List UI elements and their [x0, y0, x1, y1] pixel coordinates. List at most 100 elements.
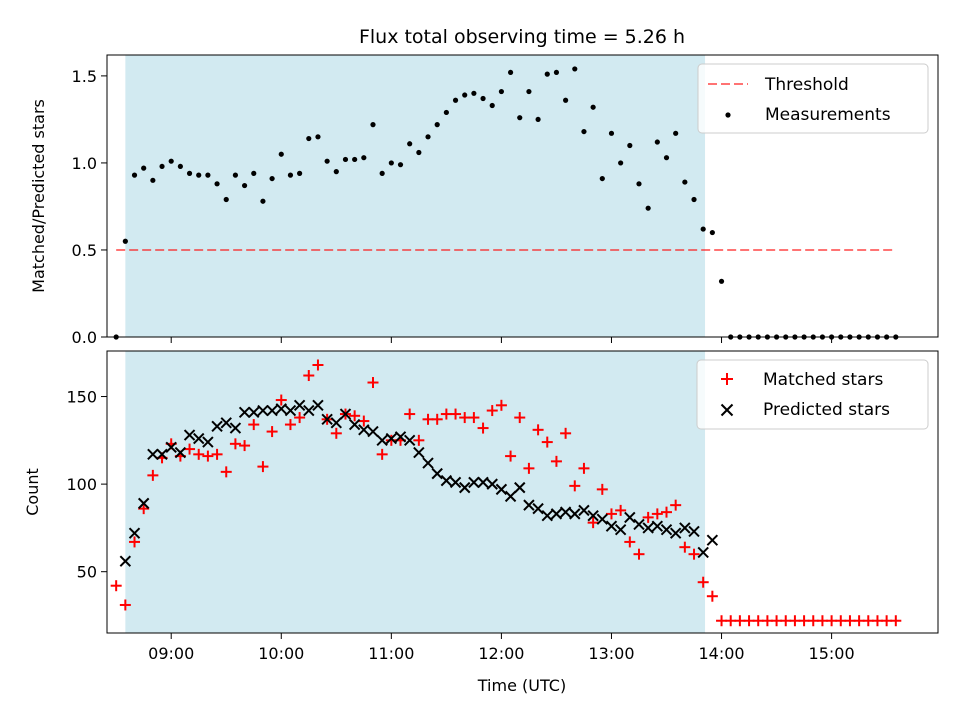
predicted-star-point [238, 406, 251, 419]
predicted-star-point [532, 502, 544, 515]
matched-star-point [605, 508, 617, 520]
predicted-star-point [459, 481, 471, 494]
measurement-point [636, 181, 642, 187]
y-tick-label: 1.0 [72, 154, 97, 173]
matched-star-point [376, 448, 388, 460]
predicted-star-point [266, 404, 278, 417]
measurement-point [645, 205, 651, 211]
measurement-point [260, 198, 266, 204]
top-x-ticks [170, 337, 833, 343]
measurement-point [361, 155, 367, 161]
measurement-point [489, 102, 495, 109]
predicted-star-point [504, 490, 517, 503]
predicted-star-point [449, 476, 462, 489]
legend-measurement-swatch [725, 112, 731, 118]
predicted-star-point [477, 476, 489, 489]
legend-matched-swatch [721, 373, 733, 385]
matched-star-point [431, 413, 443, 425]
measurement-point [122, 238, 128, 244]
predicted-star-point [284, 404, 297, 417]
y-tick-label: 0.0 [72, 328, 97, 347]
measurement-point [141, 165, 147, 171]
measurement-point [186, 170, 193, 176]
matched-star-point [679, 541, 691, 553]
matched-star-point [826, 615, 838, 627]
predicted-stars-points [119, 399, 719, 567]
legend-measurements-label: Measurements [765, 105, 891, 125]
predicted-star-point [422, 457, 434, 469]
matched-star-point [349, 410, 361, 422]
matched-star-point [844, 615, 856, 627]
legend-threshold-label: Threshold [764, 75, 849, 95]
predicted-star-point [440, 474, 453, 487]
top-y-ticks: 0.0 0.5 1.0 1.5 [72, 67, 107, 347]
predicted-star-point [642, 522, 654, 534]
predicted-star-point [605, 520, 618, 532]
measurement-point [333, 169, 339, 175]
matched-star-point [761, 615, 773, 627]
matched-star-point [266, 426, 278, 438]
predicted-star-point [541, 509, 553, 522]
measurement-point [682, 179, 688, 185]
measurement-point [205, 172, 211, 178]
measurement-point [150, 177, 156, 183]
predicted-star-point [468, 476, 480, 489]
matched-star-point [450, 408, 462, 420]
predicted-star-point [348, 418, 361, 431]
matched-star-point [716, 615, 728, 627]
measurement-point [388, 160, 394, 166]
matched-star-point [193, 448, 205, 460]
predicted-star-point [706, 534, 719, 546]
matched-star-point [706, 590, 718, 602]
predicted-star-point [431, 467, 443, 480]
x-tick-label: 13:00 [588, 644, 634, 663]
measurement-point [526, 88, 532, 95]
matched-star-point [752, 615, 764, 627]
measurement-point [287, 172, 294, 178]
matched-star-point [303, 370, 315, 382]
matched-star-point [670, 499, 682, 511]
measurement-point [131, 172, 138, 178]
x-tick-label: 12:00 [478, 644, 524, 663]
matched-star-point [780, 615, 792, 627]
predicted-star-point [358, 424, 370, 436]
predicted-star-point [596, 513, 609, 525]
matched-star-point [229, 438, 241, 450]
matched-star-point [789, 615, 801, 627]
matched-star-point [688, 548, 700, 560]
predicted-star-point [183, 429, 196, 441]
matched-star-point [110, 580, 122, 592]
matched-star-point [881, 615, 893, 627]
measurement-point [443, 109, 449, 116]
matched-star-point [642, 511, 654, 523]
measurement-point [416, 149, 422, 156]
predicted-star-point [257, 404, 269, 417]
predicted-star-point [248, 406, 260, 419]
top-legend: Threshold Measurements [697, 63, 929, 134]
predicted-star-point [367, 425, 379, 438]
measurement-point [627, 142, 633, 149]
top-y-axis-label: Matched/Predicted stars [29, 99, 48, 293]
matched-star-point [835, 615, 847, 627]
matched-star-point [202, 450, 214, 462]
measurement-point [379, 170, 385, 176]
predicted-star-point [614, 523, 627, 536]
predicted-star-point [514, 481, 526, 494]
measurement-point [462, 92, 468, 98]
matched-star-point [734, 615, 746, 627]
predicted-star-point [376, 434, 388, 447]
measurement-point [599, 175, 605, 182]
matched-star-point [248, 419, 260, 431]
matched-star-point [239, 440, 251, 452]
matched-star-point [367, 377, 379, 389]
measurement-point [618, 160, 624, 166]
measurement-point [535, 116, 541, 123]
matched-star-point [532, 424, 544, 436]
measurement-point [480, 95, 486, 102]
measurement-point [517, 115, 523, 121]
measurement-point [306, 135, 312, 142]
legend-predicted-swatch [720, 403, 734, 417]
predicted-star-point [193, 432, 205, 445]
matched-star-point [697, 576, 709, 588]
predicted-star-point [413, 446, 425, 459]
